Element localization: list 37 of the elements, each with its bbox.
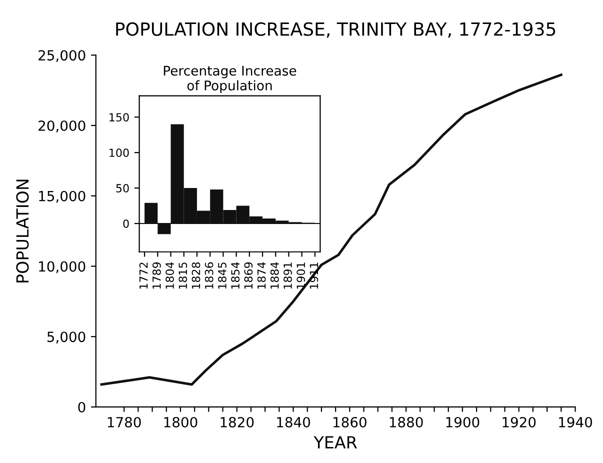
- x-tick-label: 1874: [257, 262, 266, 289]
- chart-title: POPULATION INCREASE, TRINITY BAY, 1772-1935: [116, 22, 556, 38]
- x-tick-label: 1820: [220, 416, 254, 428]
- x-tick-label: 1880: [390, 416, 423, 428]
- y-tick-label: 100: [110, 148, 129, 157]
- x-tick-label: 1911: [310, 262, 318, 289]
- y-tick-label: 15,000: [39, 190, 86, 203]
- x-tick-label: 1800: [164, 416, 198, 428]
- x-tick-label: 1860: [334, 416, 366, 428]
- y-axis-title: POPULATION: [16, 180, 29, 282]
- y-tick-label: 25,000: [38, 50, 86, 62]
- x-tick-label: 1854: [231, 262, 240, 289]
- x-tick-label: 1804: [166, 262, 174, 289]
- x-tick-label: 1891: [284, 262, 292, 289]
- x-tick-label: 1789: [152, 262, 161, 289]
- y-tick-label: 20,000: [38, 120, 86, 132]
- y-tick-label: 0: [78, 402, 86, 412]
- x-tick-label: 1920: [502, 416, 536, 428]
- y-tick-label: 0: [123, 219, 129, 228]
- chart-title: Percentage Increase of Population: [164, 66, 296, 94]
- y-tick-label: 150: [110, 113, 129, 122]
- x-tick-label: 1828: [192, 262, 200, 289]
- x-tick-label: 1836: [204, 262, 214, 289]
- y-tick-label: 50: [116, 184, 129, 192]
- x-tick-label: 1780: [108, 416, 141, 428]
- x-axis-title: YEAR: [314, 436, 357, 448]
- y-tick-label: 5,000: [47, 332, 86, 344]
- x-tick-label: 1869: [244, 262, 253, 289]
- x-tick-label: 1840: [277, 416, 310, 428]
- x-tick-label: 1815: [178, 262, 188, 289]
- x-tick-label: 1884: [270, 262, 279, 289]
- y-tick-label: 10,000: [39, 261, 86, 274]
- x-tick-label: 1940: [559, 416, 592, 428]
- x-tick-label: 1901: [296, 262, 306, 289]
- x-tick-label: 1900: [446, 416, 480, 428]
- x-tick-label: 1845: [218, 262, 226, 289]
- x-tick-label: 1772: [139, 262, 148, 289]
